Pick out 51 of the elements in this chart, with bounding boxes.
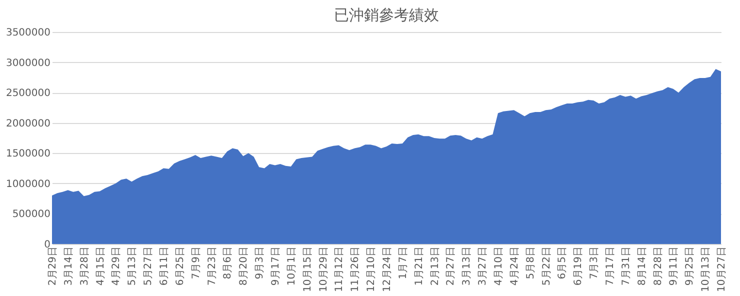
y-tick-label: 3000000 (6, 58, 50, 69)
x-tick-label: 3月13日 (462, 246, 473, 286)
x-tick-label: 8月14日 (636, 246, 648, 286)
x-tick-label: 6月5日 (557, 246, 568, 280)
x-tick-label: 10月29日 (318, 246, 330, 292)
x-tick-label: 11月12日 (334, 246, 346, 292)
x-tick-label: 9月3日 (254, 246, 266, 280)
x-tick-label: 9月25日 (684, 246, 696, 286)
x-tick-label: 12月10日 (366, 246, 378, 292)
x-tick-label: 7月23日 (206, 246, 218, 286)
x-tick-label: 8月28日 (652, 246, 664, 286)
y-tick-label: 1000000 (6, 178, 50, 190)
x-tick-label: 5月13日 (127, 246, 138, 286)
y-tick-label: 2000000 (6, 118, 50, 130)
x-tick-label: 4月10日 (494, 246, 504, 286)
x-tick-label: 4月15日 (95, 246, 106, 286)
x-tick-label: 6月25日 (174, 246, 186, 286)
x-tick-label: 1月7日 (398, 246, 409, 280)
x-tick-label: 9月17日 (270, 246, 282, 286)
chart-title: 已沖銷參考績效 (334, 6, 439, 24)
x-tick-label: 10月1日 (286, 246, 298, 286)
y-tick-label: 3500000 (6, 28, 50, 38)
x-tick-label: 6月19日 (573, 246, 584, 286)
x-tick-label: 5月27日 (143, 246, 154, 286)
x-tick-label: 5月22日 (541, 246, 552, 286)
y-tick-label: 1500000 (6, 148, 50, 160)
x-tick-label: 7月9日 (190, 246, 202, 280)
x-tick-label: 7月17日 (605, 246, 616, 286)
x-tick-label: 11月26日 (350, 246, 362, 292)
x-tick-label: 5月8日 (525, 246, 536, 280)
y-tick-label: 500000 (12, 209, 50, 220)
x-tick-label: 8月20日 (238, 246, 250, 286)
x-tick-label: 12月24日 (382, 246, 393, 292)
x-tick-label: 6月11日 (159, 246, 170, 286)
x-tick-label: 4月24日 (509, 246, 520, 286)
x-tick-label: 9月11日 (668, 246, 680, 286)
x-tick-label: 1月21日 (414, 246, 425, 286)
x-tick-label: 4月29日 (111, 246, 122, 286)
x-tick-label: 10月15日 (302, 246, 314, 292)
x-tick-label: 10月27日 (716, 246, 728, 292)
x-tick-label: 2月27日 (446, 246, 457, 286)
x-tick-label: 8月6日 (222, 246, 234, 280)
y-tick-label: 2500000 (6, 88, 50, 100)
x-tick-label: 7月3日 (589, 246, 600, 280)
x-tick-label: 3月27日 (478, 246, 489, 286)
x-tick-label: 3月14日 (63, 246, 74, 286)
x-tick-label: 10月13日 (700, 246, 712, 292)
x-tick-label: 7月31日 (620, 246, 632, 286)
x-tick-label: 2月29日 (48, 246, 58, 286)
x-tick-label: 3月28日 (79, 246, 90, 286)
x-tick-label: 2月13日 (430, 246, 441, 286)
